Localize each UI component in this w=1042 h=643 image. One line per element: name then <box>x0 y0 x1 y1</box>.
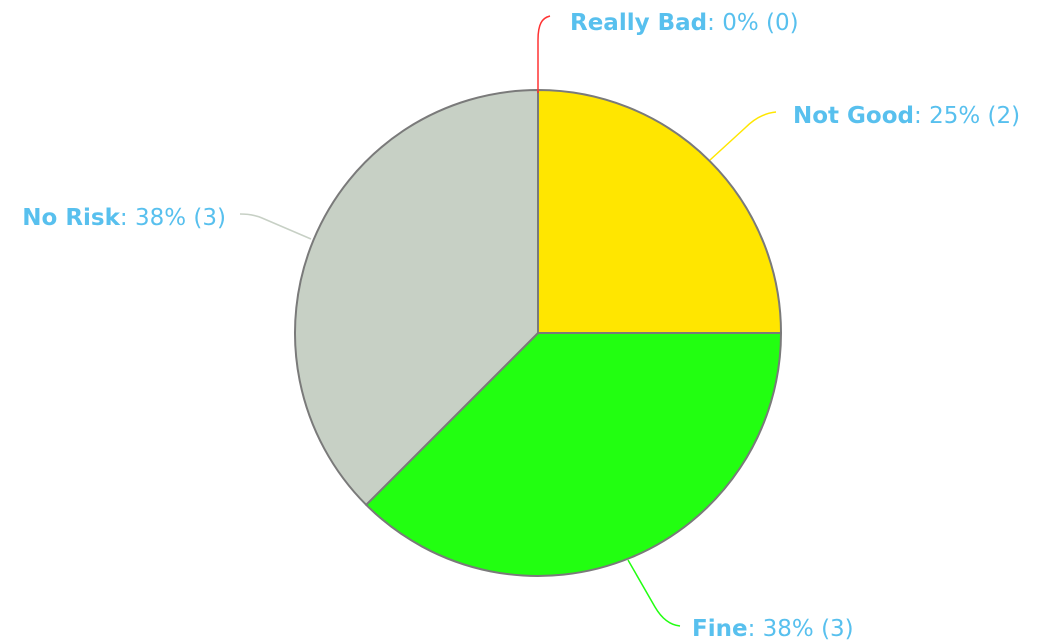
slice-label-name: Fine <box>692 616 748 642</box>
slice-label-separator: : <box>707 10 722 36</box>
slice-label-name: Really Bad <box>570 10 707 36</box>
slice-label-count: (2) <box>988 103 1021 129</box>
slice-label-count: (3) <box>821 616 854 642</box>
leaders-layer <box>239 15 777 627</box>
slice-label-name: Not Good <box>793 103 914 129</box>
slices-layer <box>293 89 782 578</box>
pie-slice-fine[interactable] <box>365 332 782 578</box>
slice-label-count: (0) <box>766 10 799 36</box>
pie-slice-not-good[interactable] <box>537 89 782 334</box>
slice-label-percent: 25% <box>929 103 987 129</box>
slice-label-fine: Fine: 38% (3) <box>692 616 854 642</box>
slice-label-not-good: Not Good: 25% (2) <box>793 103 1020 129</box>
slice-label-no-risk: No Risk: 38% (3) <box>22 205 226 231</box>
slice-label-count: (3) <box>193 205 226 231</box>
slice-label-percent: 38% <box>763 616 821 642</box>
slice-label-percent: 38% <box>135 205 193 231</box>
leader-line-no-risk <box>239 213 312 240</box>
leader-line-fine <box>627 559 681 627</box>
slice-label-name: No Risk <box>22 205 120 231</box>
pie-slice-no-risk[interactable] <box>293 89 539 506</box>
slice-label-percent: 0% <box>722 10 766 36</box>
leader-line-not-good <box>709 111 777 161</box>
labels-layer: Really Bad: 0% (0) Not Good: 25% (2) Fine:… <box>22 10 1020 642</box>
slice-label-separator: : <box>914 103 929 129</box>
leader-line-really-bad <box>537 15 551 93</box>
slice-label-separator: : <box>120 205 135 231</box>
slice-label-really-bad: Really Bad: 0% (0) <box>570 10 799 36</box>
slice-label-separator: : <box>748 616 763 642</box>
